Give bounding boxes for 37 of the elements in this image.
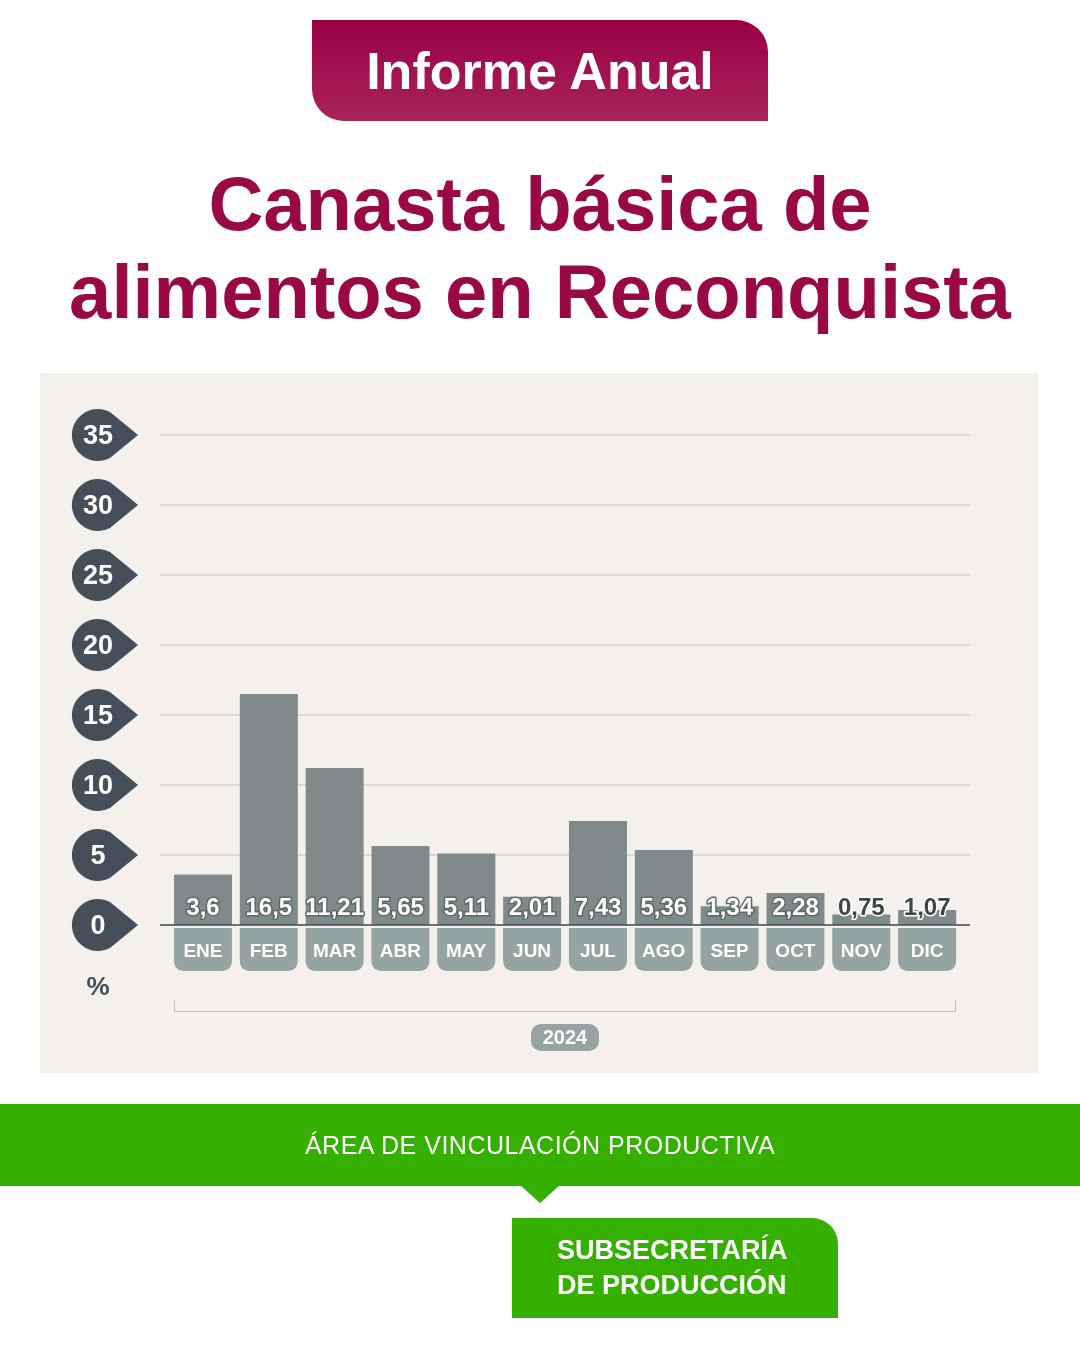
x-tick-label: ABR [379, 940, 422, 961]
x-tick-label: MAY [446, 940, 487, 961]
data-label: 2,01 [508, 892, 556, 920]
y-tick-label: 15 [82, 700, 114, 730]
chart-subtitle: Informe Anual [366, 40, 714, 101]
x-tick-label: JUL [579, 940, 617, 961]
data-label: 5,65 [377, 892, 424, 920]
data-label: 5,11 [443, 892, 490, 920]
data-label: 11,21 [305, 892, 365, 920]
x-tick-label: AGO [642, 940, 686, 961]
y-tick-label: 10 [82, 770, 114, 800]
data-label: 7,43 [574, 892, 622, 920]
y-tick-label: 20 [82, 630, 114, 660]
data-label: 5,36 [640, 892, 688, 920]
chart-title: Canasta básica de alimentos en Reconquista [69, 161, 1011, 334]
x-tick-label: ENE [183, 940, 223, 961]
x-tick-label: MAR [312, 940, 357, 961]
data-label: 0,75 [837, 892, 885, 920]
data-label: 3,6 [186, 892, 220, 920]
y-tick-label: 0 [90, 910, 106, 940]
y-tick-label: 30 [82, 490, 114, 520]
data-label: 2,28 [772, 892, 819, 920]
x-tick-label: OCT [775, 940, 816, 961]
x-tick-label: DIC [910, 940, 944, 961]
bar [239, 694, 298, 925]
text: ÁREA DE VINCULACIÓN PRODUCTIVA [304, 1130, 776, 1160]
text: SUBSECRETARÍA DE PRODUCCIÓN [557, 1233, 788, 1302]
y-tick-label: 35 [82, 420, 114, 450]
y-axis-title: % [86, 971, 110, 1001]
y-tick-label: 25 [82, 560, 114, 590]
data-label: 16,5 [245, 892, 293, 920]
x-tick-label: JUN [513, 940, 552, 961]
x-tick-label: NOV [840, 940, 883, 961]
x-tick-label: FEB [249, 940, 288, 961]
x-axis-title: 2024 [530, 1024, 600, 1051]
x-tick-label: SEP [710, 940, 749, 961]
y-tick-label: 5 [90, 840, 106, 870]
